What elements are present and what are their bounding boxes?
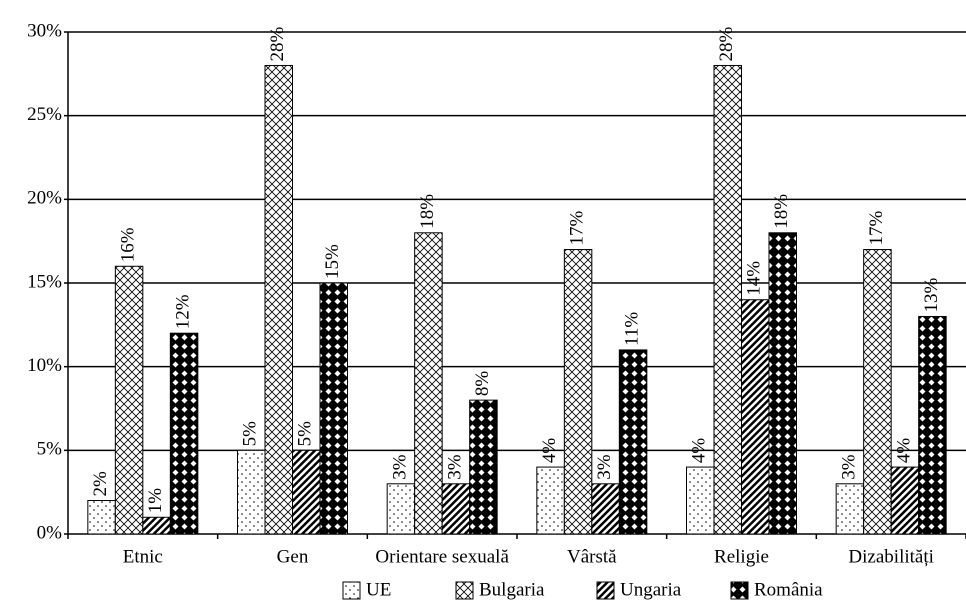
bar [741, 299, 770, 535]
bar [890, 466, 920, 535]
legend-label: Bulgaria [479, 579, 545, 600]
value-label: 4% [689, 438, 710, 464]
y-tick-label: 15% [27, 271, 62, 292]
y-tick-label: 30% [27, 20, 62, 41]
bar [142, 516, 171, 535]
x-tick-label: Etnic [123, 546, 163, 567]
value-label: 15% [322, 244, 343, 279]
legend-swatch [342, 581, 361, 600]
bar [563, 249, 593, 535]
bar [169, 332, 199, 535]
bar [237, 449, 266, 535]
value-label: 8% [472, 371, 493, 397]
value-label: 18% [771, 194, 792, 229]
legend-label: Ungaria [620, 579, 682, 600]
value-label: 12% [172, 294, 193, 329]
value-label: 11% [621, 312, 642, 346]
x-tick-label: Dizabilități [848, 546, 933, 567]
bar [441, 483, 471, 535]
bar [264, 64, 293, 535]
value-label: 17% [566, 211, 587, 246]
bar [591, 483, 620, 535]
x-tick-label: Gen [277, 546, 309, 567]
x-tick-label: Religie [714, 546, 769, 567]
value-label: 28% [716, 26, 737, 61]
bar [87, 500, 116, 535]
bar [918, 315, 947, 535]
value-label: 4% [893, 438, 914, 464]
bar [536, 466, 565, 535]
bar [713, 64, 742, 535]
legend-swatch [596, 581, 615, 600]
x-tick-label: Orientare sexuală [375, 546, 509, 567]
bar [292, 449, 321, 535]
value-label: 14% [744, 261, 765, 296]
x-tick-label: Vârstă [567, 546, 617, 567]
bar [835, 483, 865, 535]
value-label: 2% [90, 471, 111, 497]
y-tick-label: 5% [37, 439, 63, 460]
value-label: 3% [838, 454, 859, 480]
legend-label: UE [366, 579, 391, 600]
bar [386, 483, 416, 535]
bar [618, 349, 648, 535]
bar [768, 232, 797, 535]
value-label: 1% [145, 488, 166, 514]
bar [686, 466, 715, 535]
value-label: 17% [866, 211, 887, 246]
value-label: 18% [417, 194, 438, 229]
value-label: 16% [117, 227, 138, 262]
legend-label: România [754, 579, 823, 600]
value-label: 3% [594, 454, 615, 480]
y-tick-label: 25% [27, 104, 62, 125]
value-label: 28% [267, 26, 288, 61]
value-label: 4% [539, 438, 560, 464]
bar [414, 232, 443, 535]
bar [469, 399, 498, 535]
y-tick-label: 10% [27, 355, 62, 376]
y-tick-label: 0% [37, 522, 63, 543]
value-label: 3% [389, 454, 410, 480]
bar [319, 282, 348, 535]
y-tick-label: 20% [27, 188, 62, 209]
value-label: 5% [295, 421, 316, 447]
value-label: 5% [240, 421, 261, 447]
bar [863, 249, 892, 535]
legend-swatch [455, 581, 474, 600]
value-label: 3% [444, 454, 465, 480]
bar [114, 265, 144, 535]
legend-swatch [730, 581, 749, 600]
value-label: 13% [921, 277, 942, 312]
